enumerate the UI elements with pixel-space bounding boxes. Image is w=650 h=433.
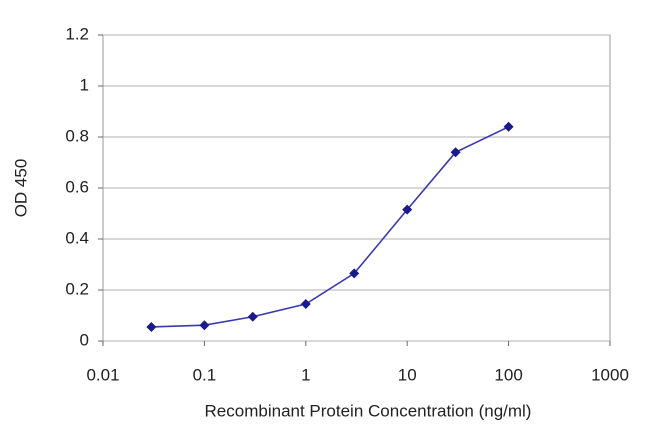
data-point — [146, 321, 157, 332]
x-tick-label: 10 — [398, 365, 417, 384]
y-tick-label: 1.2 — [65, 24, 89, 43]
x-tick-label: 100 — [494, 365, 522, 384]
x-tick-label: 0.01 — [86, 365, 119, 384]
x-tick-label: 0.1 — [193, 365, 217, 384]
data-point — [450, 147, 461, 158]
y-tick-label: 0.8 — [65, 126, 89, 145]
x-tick-label: 1 — [301, 365, 310, 384]
y-axis-label: OD 450 — [11, 159, 30, 218]
x-tick-label: 1000 — [591, 365, 629, 384]
data-point — [349, 268, 360, 279]
data-point — [503, 121, 514, 132]
y-tick-label: 0.2 — [65, 279, 89, 298]
data-point — [199, 320, 210, 331]
y-tick-label: 0 — [80, 330, 89, 349]
data-point — [402, 204, 413, 215]
x-axis-label: Recombinant Protein Concentration (ng/ml… — [205, 401, 532, 420]
y-tick-label: 0.6 — [65, 177, 89, 196]
y-tick-label: 0.4 — [65, 228, 89, 247]
y-tick-label: 1 — [80, 75, 89, 94]
data-line — [151, 126, 509, 328]
data-point — [300, 299, 311, 310]
data-point — [247, 311, 258, 322]
